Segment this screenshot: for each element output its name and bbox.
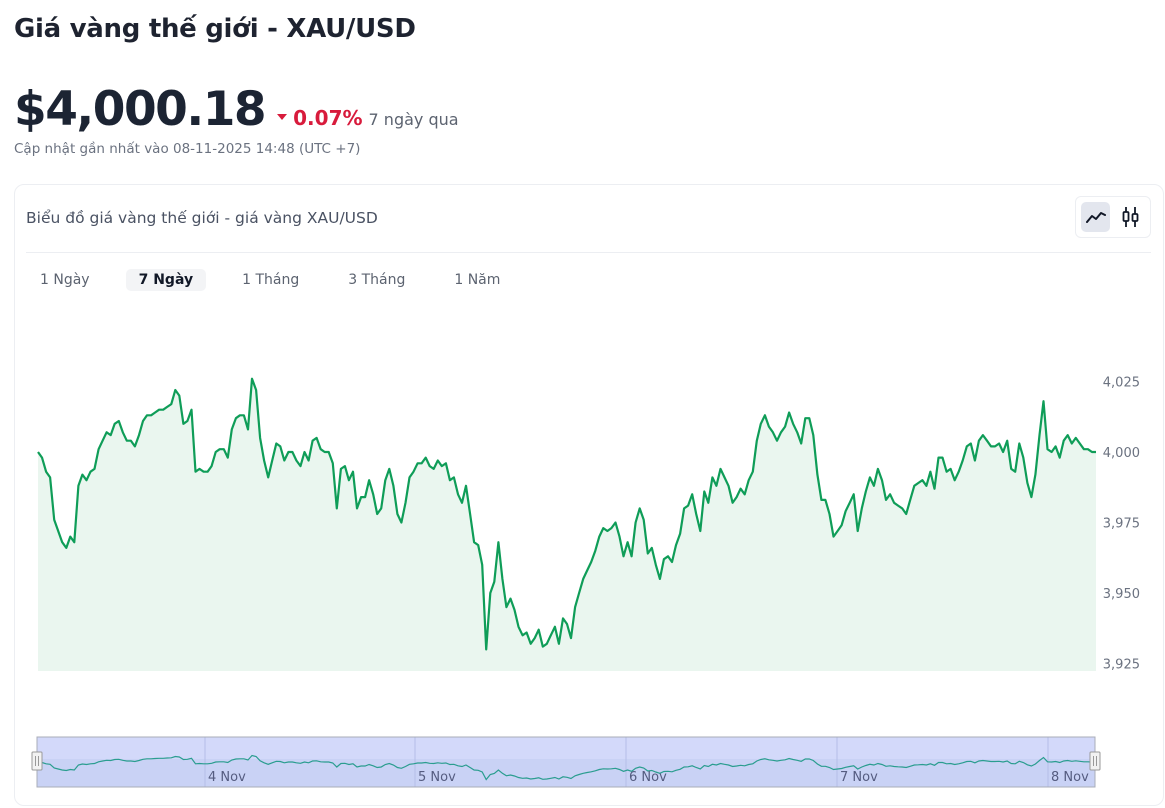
tab-1-month[interactable]: 1 Tháng — [242, 272, 300, 288]
navigator-labels: 4 Nov 5 Nov 6 Nov 7 Nov 8 Nov — [208, 770, 1089, 785]
down-arrow-icon — [277, 114, 288, 120]
range-tabs: 1 Ngày 7 Ngày 1 Tháng 3 Tháng 1 Năm — [27, 269, 528, 291]
last-updated: Cập nhật gần nhất vào 08-11-2025 14:48 (… — [14, 141, 361, 157]
tab-3-months[interactable]: 3 Tháng — [348, 272, 406, 288]
y-axis: 4,025 4,000 3,975 3,950 3,925 — [1103, 376, 1140, 673]
navigator-date-label: 5 Nov — [418, 770, 456, 785]
y-tick-label: 3,975 — [1103, 517, 1140, 532]
candlestick-icon — [1122, 207, 1138, 227]
chart-title: Biểu đồ giá vàng thế giới - giá vàng XAU… — [26, 209, 378, 227]
price-summary: $4,000.18 0.07% 7 ngày qua — [14, 82, 459, 137]
navigator-right-handle[interactable] — [1089, 751, 1101, 771]
price-line — [37, 377, 1096, 651]
tab-1-year[interactable]: 1 Năm — [454, 272, 501, 288]
header-divider — [26, 252, 1151, 253]
line-chart-icon — [1085, 212, 1106, 223]
line-chart-button[interactable] — [1081, 202, 1110, 232]
navigator-line — [37, 754, 1096, 781]
current-price: $4,000.18 — [14, 82, 267, 137]
navigator-date-label: 7 Nov — [840, 770, 878, 785]
price-change: 0.07% 7 ngày qua — [277, 106, 459, 130]
navigator-date-label: 8 Nov — [1051, 770, 1089, 785]
navigator-date-label: 6 Nov — [629, 770, 667, 785]
change-period: 7 ngày qua — [368, 110, 459, 129]
y-tick-label: 4,000 — [1103, 446, 1140, 461]
navigator-date-label: 4 Nov — [208, 770, 246, 785]
chart-type-toggle — [1075, 196, 1151, 238]
tab-1-day[interactable]: 1 Ngày — [40, 272, 90, 288]
navigator-left-handle[interactable] — [31, 751, 43, 771]
y-tick-label: 4,025 — [1103, 376, 1140, 391]
navigator-top-band — [37, 737, 1095, 759]
candlestick-chart-button[interactable] — [1116, 202, 1145, 232]
tab-7-days[interactable]: 7 Ngày — [125, 269, 207, 291]
page-title: Giá vàng thế giới - XAU/USD — [14, 14, 416, 44]
change-percent: 0.07% — [293, 106, 363, 130]
y-tick-label: 3,950 — [1103, 587, 1140, 602]
navigator[interactable]: 4 Nov 5 Nov 6 Nov 7 Nov 8 Nov — [31, 736, 1101, 788]
navigator-grid — [204, 737, 1049, 787]
price-area — [38, 378, 1096, 671]
y-tick-label: 3,925 — [1103, 658, 1140, 673]
